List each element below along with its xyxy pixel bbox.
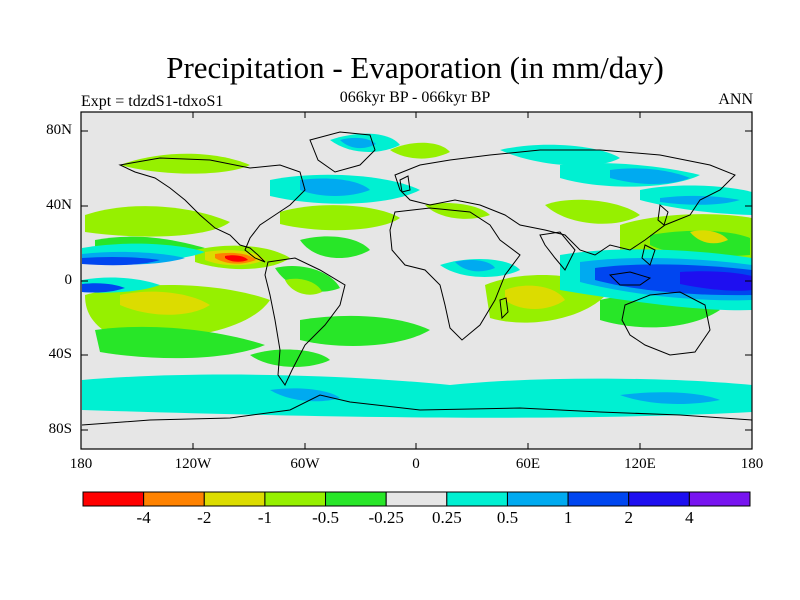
colorbar-box bbox=[143, 491, 205, 507]
australia-outline bbox=[621, 291, 711, 356]
light-green-region bbox=[85, 206, 230, 237]
colorbar-box bbox=[203, 491, 266, 507]
colorbar-box bbox=[506, 491, 569, 507]
yellow-region bbox=[690, 230, 728, 244]
continent-outlines bbox=[81, 131, 753, 426]
x-tick-label: 180 bbox=[69, 456, 93, 472]
colorbar-label: 0.5 bbox=[496, 508, 519, 527]
colorbar-label: -4 bbox=[136, 508, 151, 527]
light-green-region bbox=[545, 199, 640, 224]
colorbar-box bbox=[385, 491, 448, 507]
light-green-region bbox=[390, 142, 450, 159]
light-blue-region bbox=[340, 137, 376, 149]
green-region bbox=[250, 349, 330, 367]
colorbar-label: 0.25 bbox=[431, 508, 462, 527]
colorbar-label: 4 bbox=[685, 508, 694, 527]
eurasia-outline bbox=[394, 149, 736, 256]
x-tick-label: 120W bbox=[174, 456, 212, 472]
cyan-region bbox=[82, 374, 752, 418]
experiment-label: Expt = tdzdS1-tdxoS1 bbox=[81, 93, 224, 110]
x-tick-label: 60W bbox=[290, 456, 320, 472]
y-tick-label: 40N bbox=[46, 197, 72, 213]
light-green-region bbox=[280, 205, 400, 231]
x-tick-label: 0 bbox=[412, 456, 420, 472]
colorbar-label: -0.25 bbox=[368, 508, 404, 527]
season-label: ANN bbox=[718, 91, 753, 108]
colorbar-label: 1 bbox=[563, 508, 573, 527]
colorbar-label: 2 bbox=[624, 508, 633, 527]
y-tick-label: 0 bbox=[64, 272, 73, 288]
japan-outline bbox=[657, 204, 669, 226]
greenland-outline bbox=[309, 131, 376, 173]
colorbar-box bbox=[264, 491, 327, 507]
colorbar-label: -0.5 bbox=[312, 508, 339, 527]
y-tick-label: 80N bbox=[46, 122, 72, 138]
light-blue-region bbox=[620, 392, 720, 405]
x-tick-label: 180 bbox=[740, 456, 764, 472]
uk-outline bbox=[399, 175, 411, 193]
blue-region bbox=[82, 256, 160, 266]
page-title: Precipitation - Evaporation (in mm/day) bbox=[166, 50, 664, 85]
y-tick-label: 40S bbox=[48, 346, 72, 362]
north-america-outline bbox=[118, 157, 306, 263]
red-region bbox=[225, 255, 248, 262]
period-label: 066kyr BP - 066kyr BP bbox=[339, 89, 491, 106]
south-america-outline bbox=[264, 257, 346, 386]
x-tick-label: 60E bbox=[515, 456, 541, 472]
blue-region bbox=[82, 283, 125, 293]
colorbar-label: -2 bbox=[197, 508, 212, 527]
light-blue-region bbox=[300, 178, 370, 196]
colorbar-box bbox=[628, 491, 690, 507]
antarctica-outline bbox=[81, 394, 753, 426]
map-regions bbox=[82, 133, 752, 418]
green-region bbox=[300, 315, 430, 346]
madagascar-outline bbox=[499, 297, 509, 320]
green-region bbox=[300, 236, 370, 259]
india-outline bbox=[539, 231, 576, 271]
light-green-region bbox=[120, 153, 250, 174]
indonesia-outline bbox=[608, 271, 652, 286]
y-axis-ticks bbox=[81, 130, 752, 431]
light-green-region bbox=[285, 278, 322, 295]
x-axis-ticks bbox=[192, 112, 641, 449]
light-blue-region bbox=[610, 168, 690, 184]
africa-outline bbox=[389, 207, 521, 341]
colorbar-box bbox=[688, 491, 751, 507]
light-blue-region bbox=[270, 388, 340, 402]
green-region bbox=[275, 266, 340, 292]
x-tick-label: 120E bbox=[624, 456, 656, 472]
green-region bbox=[95, 326, 265, 359]
yellow-region bbox=[120, 291, 210, 315]
colorbar-box bbox=[567, 491, 630, 507]
yellow-region bbox=[505, 285, 565, 309]
colorbar-box bbox=[325, 491, 387, 507]
colorbar-label: -1 bbox=[257, 508, 272, 527]
y-tick-label: 80S bbox=[48, 421, 72, 437]
colorbar-box bbox=[82, 491, 145, 507]
light-blue-region bbox=[455, 260, 495, 272]
colorbar bbox=[82, 491, 751, 507]
philippines-outline bbox=[641, 244, 656, 266]
colorbar-box bbox=[446, 491, 508, 507]
dark-blue-region bbox=[680, 271, 752, 291]
